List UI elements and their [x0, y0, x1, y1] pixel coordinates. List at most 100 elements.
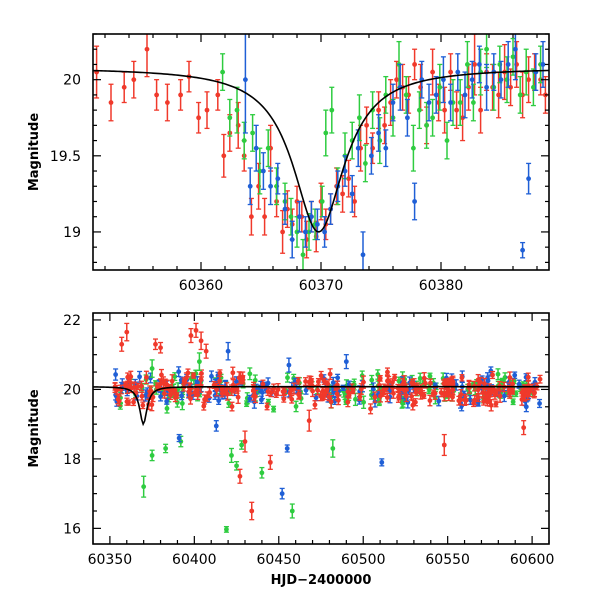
- point-marker: [349, 191, 355, 197]
- point-marker: [409, 394, 414, 399]
- point-marker: [279, 491, 285, 497]
- point-marker: [237, 473, 243, 479]
- data-point: [235, 390, 241, 404]
- point-marker: [281, 396, 287, 402]
- data-point: [259, 466, 265, 479]
- point-marker: [442, 107, 447, 113]
- data-point: [284, 372, 290, 383]
- point-marker: [462, 92, 468, 98]
- y-tick-label: 20: [63, 382, 81, 398]
- data-point: [281, 394, 287, 403]
- data-point: [383, 129, 389, 168]
- point-marker: [372, 394, 378, 400]
- data-point: [312, 400, 318, 410]
- point-marker: [430, 115, 435, 121]
- point-marker: [194, 388, 200, 394]
- point-marker: [353, 396, 358, 402]
- point-marker: [217, 370, 223, 376]
- point-marker: [392, 374, 398, 380]
- y-tick-label: 22: [63, 313, 81, 329]
- point-marker: [144, 46, 150, 52]
- data-point: [505, 40, 511, 88]
- x-tick-label: 60400: [172, 552, 217, 568]
- point-marker: [519, 390, 525, 395]
- point-marker: [163, 446, 169, 451]
- top-model-curve: [93, 69, 549, 233]
- point-marker: [191, 373, 196, 378]
- point-marker: [412, 199, 417, 204]
- point-marker: [268, 390, 274, 396]
- data-point: [392, 373, 398, 381]
- point-marker: [154, 92, 160, 98]
- data-point: [249, 501, 255, 521]
- data-point: [164, 83, 170, 122]
- point-marker: [162, 391, 167, 397]
- data-point: [510, 398, 516, 406]
- point-marker: [296, 392, 302, 398]
- point-marker: [385, 369, 390, 375]
- point-marker: [484, 84, 489, 90]
- data-point: [409, 378, 415, 387]
- point-marker: [131, 399, 136, 405]
- point-marker: [224, 527, 229, 532]
- point-marker: [352, 199, 357, 204]
- data-point: [440, 56, 446, 104]
- data-point: [470, 83, 476, 122]
- data-point: [284, 444, 290, 453]
- point-marker: [169, 378, 175, 384]
- data-point: [390, 83, 396, 122]
- point-marker: [412, 62, 417, 67]
- data-point: [427, 394, 433, 407]
- point-marker: [153, 341, 158, 347]
- point-marker: [139, 393, 145, 399]
- data-point: [308, 200, 314, 233]
- point-marker: [456, 398, 462, 404]
- point-marker: [183, 375, 189, 381]
- data-point: [268, 388, 274, 398]
- data-point: [463, 395, 469, 406]
- data-point: [260, 152, 266, 190]
- point-marker: [309, 214, 314, 220]
- data-point: [214, 382, 220, 397]
- point-marker: [234, 386, 240, 392]
- point-marker: [303, 229, 308, 235]
- point-marker: [507, 390, 513, 396]
- point-marker: [286, 362, 292, 368]
- point-marker: [340, 191, 345, 197]
- point-marker: [165, 100, 170, 105]
- data-point: [523, 401, 529, 413]
- data-point: [267, 454, 273, 470]
- point-marker: [537, 401, 542, 406]
- point-marker: [220, 69, 226, 75]
- point-marker: [507, 375, 513, 380]
- data-point: [149, 359, 155, 378]
- point-marker: [327, 371, 333, 377]
- data-point: [191, 372, 197, 379]
- point-marker: [475, 387, 481, 393]
- data-point: [430, 98, 436, 137]
- data-point: [193, 322, 199, 338]
- data-point: [228, 447, 234, 464]
- data-point: [115, 394, 121, 405]
- point-marker: [477, 379, 483, 385]
- data-point: [330, 439, 336, 458]
- data-point: [279, 487, 285, 500]
- data-point: [517, 75, 523, 114]
- point-marker: [510, 399, 516, 405]
- point-marker: [417, 375, 423, 381]
- data-point: [131, 60, 137, 99]
- point-marker: [329, 107, 335, 113]
- point-marker: [176, 435, 182, 441]
- point-marker: [257, 168, 263, 174]
- data-point: [275, 383, 281, 396]
- data-point: [493, 388, 499, 397]
- point-marker: [394, 77, 399, 83]
- point-marker: [346, 176, 351, 182]
- point-marker: [204, 107, 210, 113]
- point-marker: [330, 446, 336, 451]
- top-x-tick-labels: 60360 60370 60380: [179, 278, 464, 294]
- data-point: [346, 392, 352, 399]
- data-point: [384, 392, 390, 403]
- data-point: [409, 392, 415, 401]
